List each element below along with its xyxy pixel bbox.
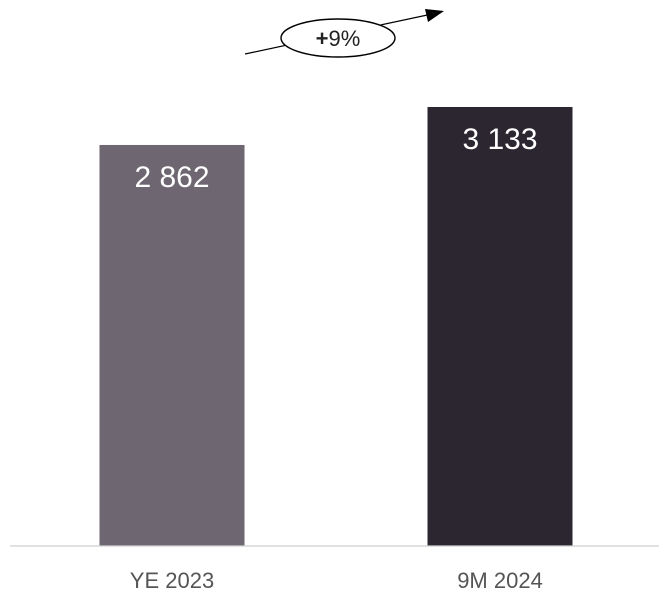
x-tick-label-1: YE 2023 <box>130 568 214 593</box>
bar-labels-group: 2 862 3 133 <box>134 123 537 194</box>
bars-group <box>99 107 573 546</box>
bar-value-label-2: 3 133 <box>462 123 537 156</box>
x-axis-ticks: YE 2023 9M 2024 <box>130 568 543 593</box>
growth-annotation: +9% <box>244 9 444 58</box>
growth-value: 9% <box>329 26 361 51</box>
growth-arrow-head-icon <box>425 9 444 22</box>
bar-2 <box>427 107 573 546</box>
bar-value-label-1: 2 862 <box>134 161 209 194</box>
growth-ellipse <box>280 18 396 58</box>
growth-prefix: + <box>316 26 329 51</box>
growth-label: +9% <box>316 26 361 51</box>
x-tick-label-2: 9M 2024 <box>457 568 543 593</box>
bar-1 <box>99 144 245 546</box>
